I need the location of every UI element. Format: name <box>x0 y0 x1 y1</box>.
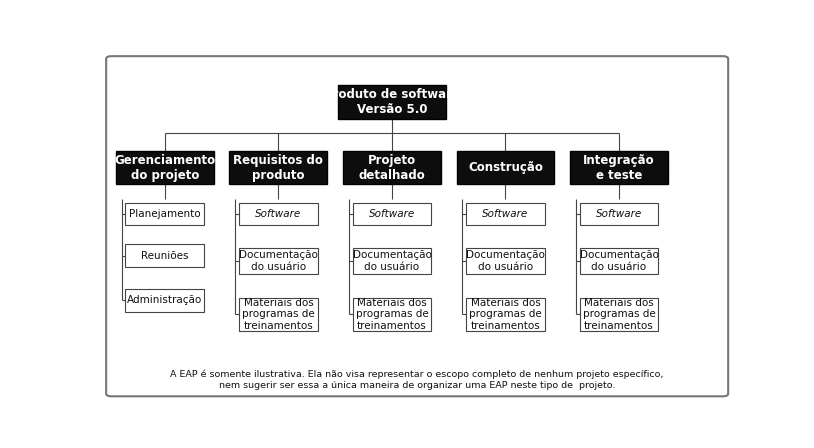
FancyBboxPatch shape <box>239 203 317 225</box>
FancyBboxPatch shape <box>352 248 431 274</box>
FancyBboxPatch shape <box>106 56 729 396</box>
FancyBboxPatch shape <box>466 203 545 225</box>
FancyBboxPatch shape <box>352 203 431 225</box>
Text: Planejamento: Planejamento <box>129 209 200 219</box>
Text: Construção: Construção <box>468 161 543 174</box>
Text: Documentação
do usuário: Documentação do usuário <box>466 250 545 271</box>
Text: A EAP é somente ilustrativa. Ela não visa representar o escopo completo de nenhu: A EAP é somente ilustrativa. Ela não vis… <box>170 370 664 390</box>
Text: Reuniões: Reuniões <box>141 250 189 261</box>
Text: Documentação
do usuário: Documentação do usuário <box>580 250 659 271</box>
Text: Materiais dos
programas de
treinamentos: Materiais dos programas de treinamentos <box>469 297 542 331</box>
FancyBboxPatch shape <box>116 151 214 184</box>
Text: Software: Software <box>256 209 301 219</box>
FancyBboxPatch shape <box>570 151 668 184</box>
FancyBboxPatch shape <box>466 298 545 331</box>
FancyBboxPatch shape <box>125 203 204 225</box>
Text: Projeto
detalhado: Projeto detalhado <box>358 154 426 181</box>
Text: Administração: Administração <box>127 295 203 306</box>
Text: Materiais dos
programas de
treinamentos: Materiais dos programas de treinamentos <box>242 297 315 331</box>
Text: Materiais dos
programas de
treinamentos: Materiais dos programas de treinamentos <box>583 297 655 331</box>
FancyBboxPatch shape <box>125 289 204 312</box>
Text: Produto de software
Versão 5.0: Produto de software Versão 5.0 <box>324 88 460 116</box>
FancyBboxPatch shape <box>239 298 317 331</box>
FancyBboxPatch shape <box>580 298 659 331</box>
FancyBboxPatch shape <box>125 244 204 267</box>
FancyBboxPatch shape <box>352 298 431 331</box>
FancyBboxPatch shape <box>339 85 445 119</box>
FancyBboxPatch shape <box>457 151 554 184</box>
Text: Gerenciamento
do projeto: Gerenciamento do projeto <box>114 154 216 181</box>
FancyBboxPatch shape <box>466 248 545 274</box>
FancyBboxPatch shape <box>580 248 659 274</box>
Text: Software: Software <box>369 209 415 219</box>
Text: Documentação
do usuário: Documentação do usuário <box>239 250 317 271</box>
FancyBboxPatch shape <box>230 151 327 184</box>
Text: Requisitos do
produto: Requisitos do produto <box>234 154 323 181</box>
Text: Documentação
do usuário: Documentação do usuário <box>352 250 431 271</box>
FancyBboxPatch shape <box>239 248 317 274</box>
FancyBboxPatch shape <box>343 151 441 184</box>
Text: Integração
e teste: Integração e teste <box>584 154 654 181</box>
Text: Software: Software <box>596 209 642 219</box>
FancyBboxPatch shape <box>580 203 659 225</box>
Text: Software: Software <box>483 209 528 219</box>
Text: Materiais dos
programas de
treinamentos: Materiais dos programas de treinamentos <box>356 297 428 331</box>
